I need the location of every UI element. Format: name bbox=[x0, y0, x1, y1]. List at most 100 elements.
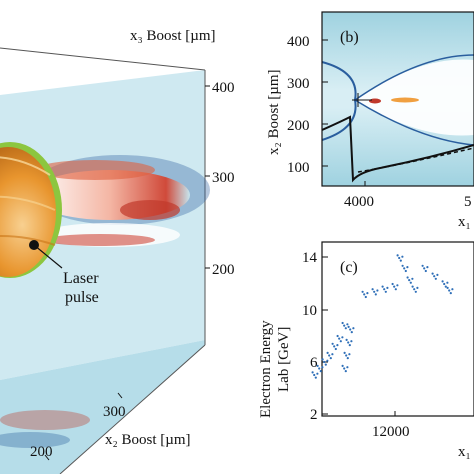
scatter-point bbox=[321, 366, 324, 369]
scatter-point bbox=[376, 289, 379, 292]
scatter-point bbox=[399, 259, 402, 262]
scatter-point bbox=[446, 286, 449, 289]
scatter-point bbox=[444, 285, 447, 288]
scatter-point bbox=[384, 290, 387, 293]
scatter-point bbox=[345, 354, 348, 357]
x3-tick-200: 200 bbox=[212, 262, 235, 278]
x3-tick-300: 300 bbox=[212, 170, 235, 186]
scatter-point bbox=[394, 288, 397, 291]
scatter-point bbox=[406, 266, 409, 269]
scatter-point bbox=[346, 366, 349, 369]
scatter-point bbox=[352, 327, 355, 330]
scatter-point bbox=[341, 364, 344, 367]
scatter-point bbox=[409, 281, 412, 284]
scatter-point bbox=[346, 357, 349, 360]
laser-pulse-sphere bbox=[0, 142, 62, 278]
scatter-point bbox=[424, 269, 427, 273]
panel-b-x-ticks: 4000 5 bbox=[344, 181, 472, 210]
x3-axis-label: x₃ Boost [µm] bbox=[130, 28, 216, 44]
panel-c-ylabel-line2: Lab [GeV] bbox=[276, 327, 292, 392]
panel-b-tag: (b) bbox=[340, 29, 359, 46]
panel-b-ytick-200: 200 bbox=[287, 118, 310, 134]
scatter-point bbox=[416, 286, 419, 289]
scatter-point bbox=[364, 295, 367, 299]
scatter-point bbox=[423, 267, 426, 270]
scatter-point bbox=[331, 342, 334, 345]
scatter-point bbox=[366, 292, 369, 295]
panel-c-ytick-6: 6 bbox=[310, 355, 318, 371]
panel-c-scatter bbox=[311, 254, 454, 379]
panel-b-lineout-dashed bbox=[357, 147, 474, 173]
scatter-point bbox=[421, 264, 424, 267]
scatter-point bbox=[319, 370, 322, 373]
scatter-point bbox=[434, 277, 437, 280]
scatter-point bbox=[348, 353, 351, 356]
panel-b-bubble-edge-top bbox=[354, 54, 474, 101]
scatter-point bbox=[401, 264, 404, 267]
scatter-point bbox=[413, 288, 416, 291]
scatter-point bbox=[443, 282, 446, 286]
scatter-point bbox=[336, 334, 339, 338]
scatter-point bbox=[348, 344, 351, 347]
panel-b-beam-red bbox=[369, 98, 381, 104]
scatter-point bbox=[344, 370, 347, 373]
x2-tick-200: 200 bbox=[30, 444, 53, 460]
scatter-point bbox=[339, 340, 342, 343]
panel-c-ylabel-line1: Electron Energy bbox=[258, 320, 274, 418]
scatter-point bbox=[345, 338, 348, 341]
box-edge-bottom bbox=[59, 344, 206, 474]
scatter-point bbox=[350, 340, 353, 343]
scatter-point bbox=[381, 285, 384, 288]
scatter-point bbox=[446, 281, 449, 284]
scatter-point bbox=[350, 331, 353, 334]
panel-b-xtick-5: 5 bbox=[464, 194, 472, 210]
scatter-point bbox=[411, 285, 414, 288]
x3-tick-400: 400 bbox=[212, 80, 235, 96]
panel-b-ytick-400: 400 bbox=[287, 34, 310, 50]
scatter-point bbox=[361, 290, 364, 293]
scatter-point bbox=[344, 327, 347, 330]
panel-c: (c) 14 10 6 2 12000 x₁ Electron Energy L… bbox=[258, 241, 474, 460]
scatter-point bbox=[343, 351, 346, 354]
scatter-point bbox=[346, 323, 349, 326]
panel-b-beam-orange bbox=[391, 97, 419, 103]
scatter-point bbox=[311, 371, 314, 374]
panel-b-ytick-300: 300 bbox=[287, 76, 310, 92]
scatter-point bbox=[336, 344, 339, 347]
panel-c-ytick-10: 10 bbox=[302, 303, 317, 319]
panel-c-tag: (c) bbox=[340, 259, 358, 276]
scatter-point bbox=[431, 272, 434, 275]
scatter-point bbox=[404, 269, 407, 273]
panel-a: Laser pulse x₃ Boost [µm] 400 300 200 30… bbox=[0, 28, 235, 474]
scatter-point bbox=[383, 288, 386, 291]
scatter-point bbox=[451, 288, 454, 291]
box-edge-top bbox=[0, 47, 206, 71]
laser-pointer-line bbox=[33, 244, 63, 269]
panel-c-ytick-2: 2 bbox=[310, 407, 318, 423]
panel-a-bottom-face bbox=[0, 340, 205, 474]
scatter-point bbox=[347, 341, 350, 344]
panel-c-xlabel: x₁ bbox=[458, 444, 471, 460]
panel-c-frame bbox=[321, 241, 474, 417]
scatter-point bbox=[391, 282, 394, 286]
scatter-point bbox=[401, 255, 404, 258]
scatter-point bbox=[343, 367, 346, 370]
scatter-point bbox=[314, 376, 317, 379]
panel-b-bubble bbox=[355, 59, 474, 136]
scatter-point bbox=[349, 328, 352, 331]
laser-label-line2: pulse bbox=[65, 289, 99, 306]
scatter-point bbox=[396, 254, 399, 257]
scatter-point bbox=[328, 354, 331, 357]
scatter-point bbox=[406, 276, 409, 279]
scatter-point bbox=[334, 347, 337, 351]
scatter-point bbox=[331, 353, 334, 356]
scatter-point bbox=[338, 337, 341, 340]
wakefield-pattern bbox=[0, 155, 210, 448]
scatter-point bbox=[341, 336, 344, 339]
x2-tick-300: 300 bbox=[103, 404, 126, 420]
scatter-point bbox=[347, 325, 350, 328]
panel-b-bubble-edge-bottom bbox=[354, 99, 474, 146]
panel-c-xtick-12000: 12000 bbox=[372, 424, 410, 440]
panel-c-x-ticks: 12000 bbox=[372, 411, 410, 440]
